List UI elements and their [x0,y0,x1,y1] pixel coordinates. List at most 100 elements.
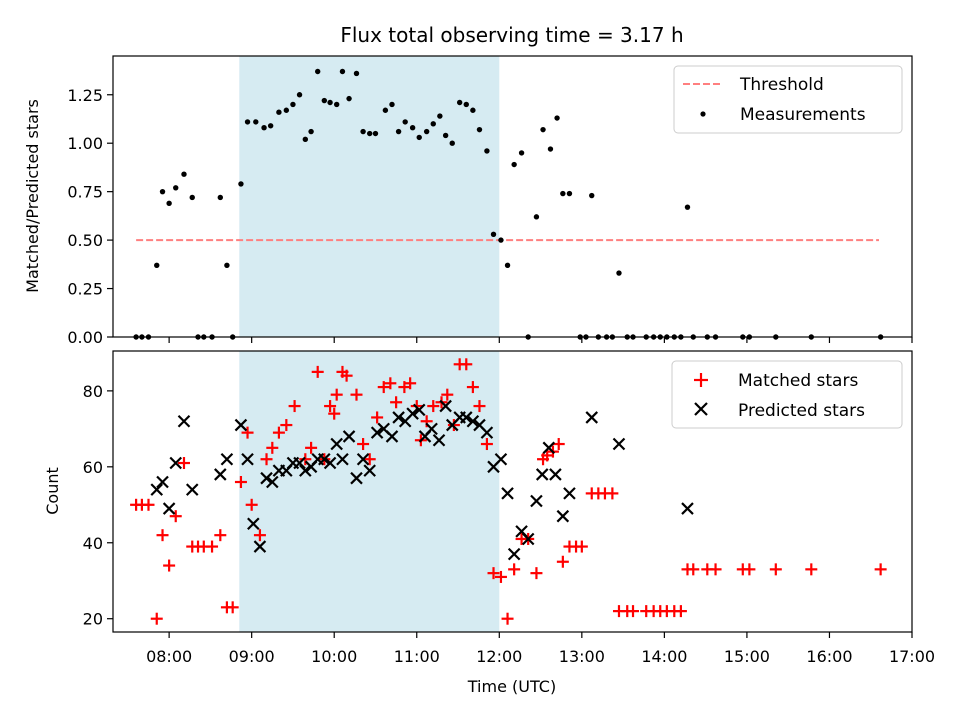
x-tick-label: 17:00 [889,647,935,666]
chart-title: Flux total observing time = 3.17 h [340,23,683,47]
observing-span [239,56,500,337]
bottom-legend-box [671,360,903,429]
axes-frame [112,350,913,633]
matched-star-point [288,400,301,413]
predicted-legend-label: Predicted stars [738,401,865,421]
predicted-star-point [253,540,267,553]
top-legend-box [673,65,903,134]
predicted-star-point [480,426,494,439]
matched-star-point [340,369,353,382]
x-tick-label: 08:00 [146,647,192,666]
measurement-point [589,192,595,199]
predicted-star-point [185,483,199,496]
measurement-point [333,101,340,108]
predicted-star-point [150,483,164,496]
matched-star-point [253,529,266,542]
matched-star-point [245,498,258,511]
predicted-star-point [585,411,599,424]
measurement-point [382,107,389,113]
matched-star-point [324,400,337,413]
predicted-star-point [432,433,446,447]
predicted-star-point [406,407,419,420]
matched-star-point [280,419,293,432]
matched-star-point [330,388,343,401]
bottom-y-axis-label: Count [43,467,62,515]
top-axes: 0.00 0.25 0.50 0.75 1.00 1.25 [67,55,913,347]
threshold-legend-label: Threshold [739,75,824,95]
bottom-legend: Matched stars Predicted stars [671,360,903,429]
matched-star-point [163,559,176,572]
measurement-point [490,231,497,237]
measurement-point [166,200,172,206]
ratio-panel: 0.00 0.25 0.50 0.75 1.00 1.25 Flux total obse… [23,23,913,347]
predicted-star-point [356,452,370,466]
axes-frame [112,55,913,338]
predicted-star-point [177,414,191,428]
measurement-point [560,190,566,197]
x-axis-label: Time (UTC) [467,677,556,696]
predicted-star-point [318,452,331,466]
matched-star-point [177,457,190,470]
matched-star-point [357,438,370,451]
measurement-point [181,171,187,177]
y-tick-label: 40 [83,534,103,553]
matched-star-point [627,605,640,618]
predicted-star-point [247,517,260,531]
measurement-point [449,140,455,146]
predicted-star-point [542,441,556,455]
predicted-star-point [241,452,254,466]
predicted-star-point [494,452,508,466]
measurement-point [616,270,622,276]
matched-star-point [390,396,403,409]
measurement-point [504,262,511,268]
predicted-star-point [530,494,543,508]
measurement-point [189,194,195,201]
x-tick-label: 15:00 [724,647,770,666]
matched-legend-swatch [694,373,708,387]
measurement-point [360,128,366,135]
bottom-axes: 20 40 60 80 08:00 09:00 10:00 11:00 12:00 13:00 14… [83,350,935,666]
measurement-point [339,68,346,75]
predicted-star-point [266,475,279,489]
measurement-point [159,188,166,195]
matched-star-point [272,426,285,439]
measurement-point [566,190,573,197]
matched-star-point [305,441,318,454]
matched-star-point [226,601,239,614]
matched-star-point [508,563,521,576]
x-tick-label: 16:00 [806,647,852,666]
y-tick-label: 1.25 [67,86,103,105]
top-shaded-span [239,56,500,337]
predicted-star-point [169,456,183,470]
measurement-point [498,237,504,243]
measurement-point [684,204,691,210]
matched-legend-label: Matched stars [738,371,858,391]
predicted-star-point [336,452,349,466]
x-tick-label: 10:00 [311,647,357,666]
matched-star-point [299,453,312,466]
measurement-point [484,148,490,154]
measurement-point [253,119,259,125]
matched-star-point [427,400,440,413]
y-tick-label: 0.25 [67,280,103,299]
predicted-star-point [293,456,306,470]
measurement-point [409,125,416,131]
y-tick-label: 20 [83,610,103,629]
predicted-star-point [330,437,343,451]
predicted-star-point [323,456,337,470]
y-tick-label: 0.00 [67,328,103,347]
measurement-point [456,99,463,106]
predicted-star-point [501,487,514,500]
y-tick-label: 1.00 [67,134,103,153]
predicted-star-point [507,547,521,561]
predicted-star-point [681,502,694,515]
measurement-point [224,262,230,268]
predicted-star-point [363,464,376,477]
measurement-point [518,150,525,156]
measurement-point [283,107,290,113]
matched-star-point [606,487,619,500]
matched-star-point [501,612,514,625]
predicted-star-point [535,468,549,481]
measurement-point [402,119,408,125]
